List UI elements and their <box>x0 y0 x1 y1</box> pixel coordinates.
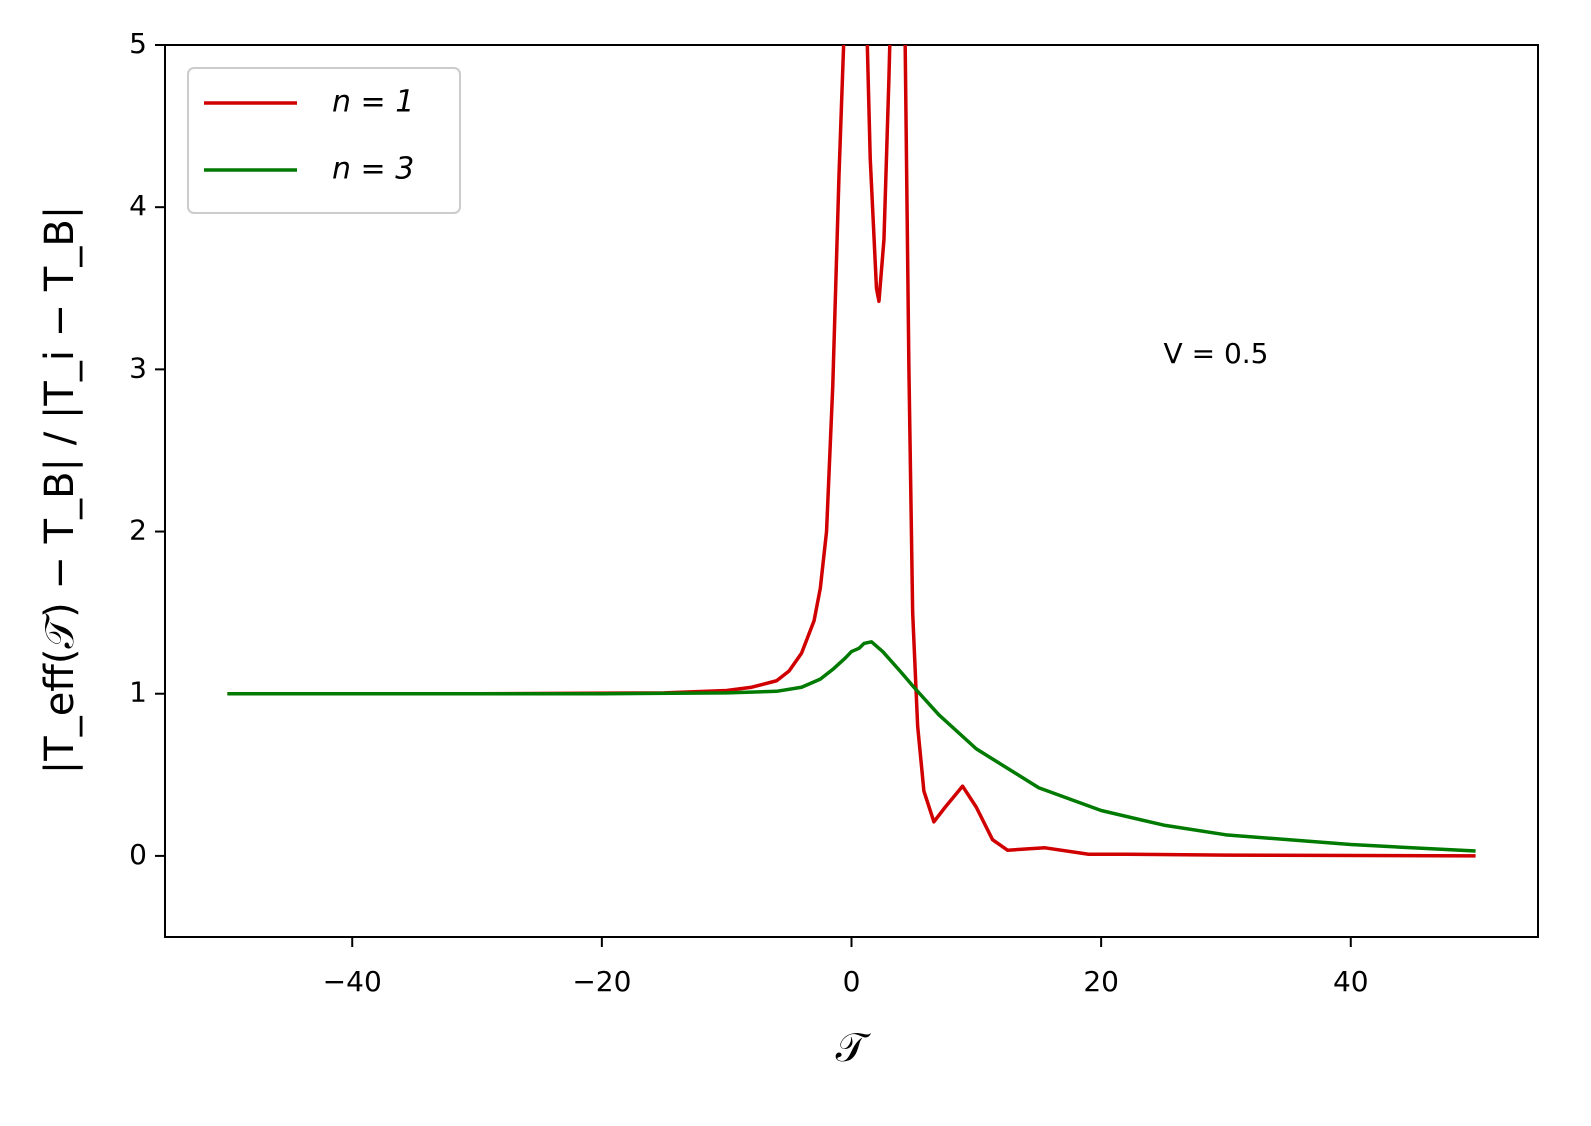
series-line <box>227 45 1476 858</box>
x-axis-label: 𝒯 <box>836 1025 872 1071</box>
plot-area <box>227 45 1476 858</box>
y-tick-label: 5 <box>129 27 147 60</box>
x-tick-label: −20 <box>572 965 631 998</box>
x-tick-label: −40 <box>323 965 382 998</box>
legend-text: n = 3 <box>332 152 414 187</box>
x-tick-label: 0 <box>843 965 861 998</box>
y-tick-label: 2 <box>129 514 147 547</box>
annotation: V = 0.5 <box>1164 337 1269 370</box>
y-tick-label: 4 <box>129 189 147 222</box>
y-tick-label: 3 <box>129 351 147 384</box>
series-line <box>227 640 1476 853</box>
y-tick-label: 0 <box>129 838 147 871</box>
legend-text: n = 1 <box>332 85 414 120</box>
x-tick-label: 40 <box>1333 965 1369 998</box>
x-tick-label: 20 <box>1083 965 1119 998</box>
legend-box <box>187 67 461 214</box>
y-tick-label: 1 <box>129 676 147 709</box>
y-axis-label: |T_eff(𝒯) − T_B| / |T_i − T_B| <box>37 206 83 774</box>
